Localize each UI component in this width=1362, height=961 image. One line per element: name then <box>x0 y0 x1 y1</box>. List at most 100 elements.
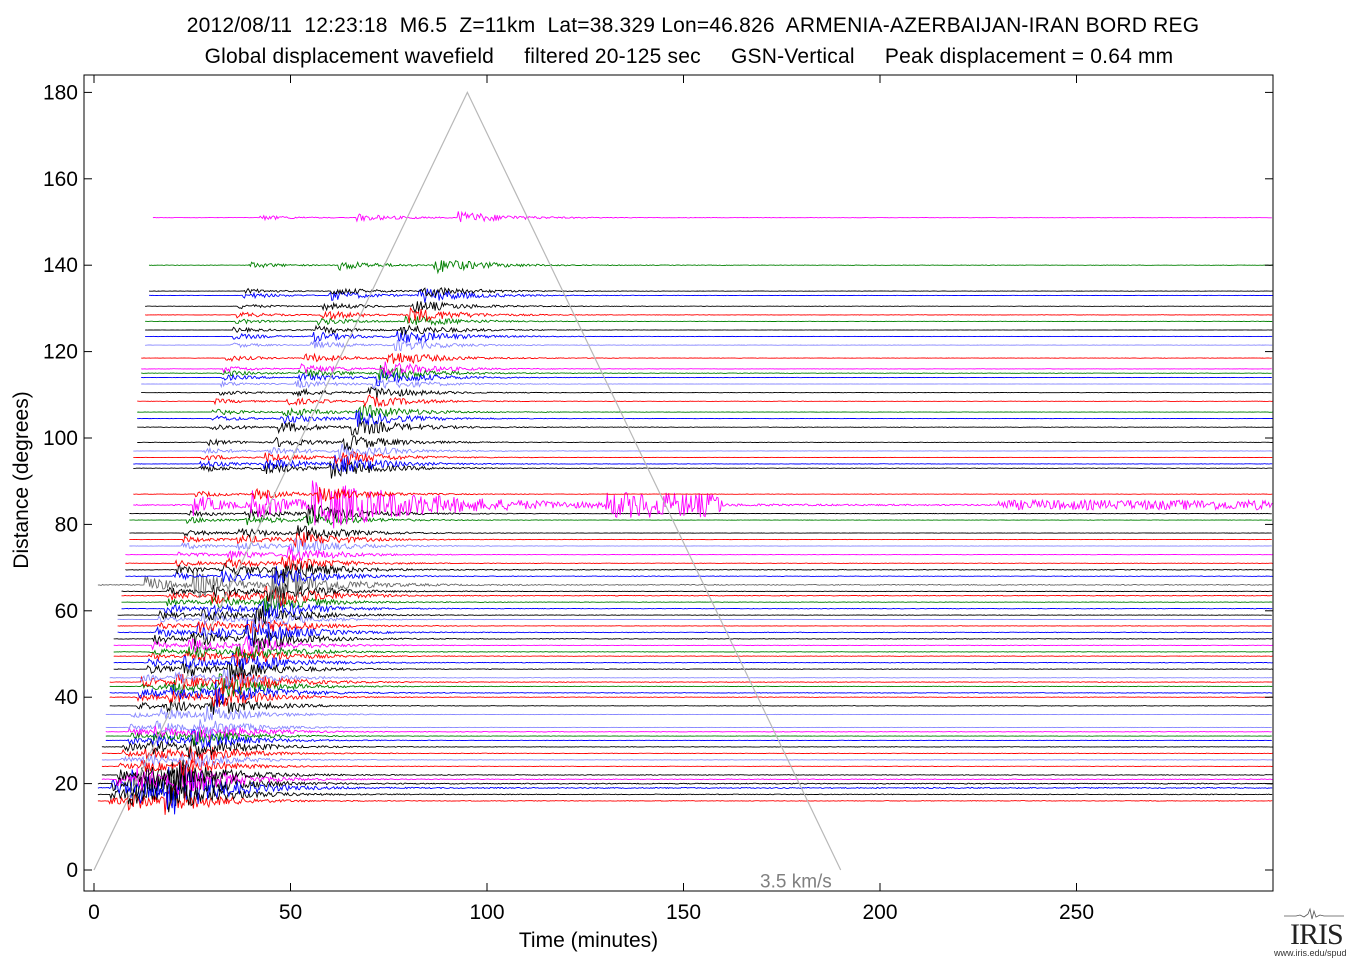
seismic-trace <box>113 652 1273 671</box>
seismic-trace <box>145 324 1273 336</box>
seismic-trace <box>101 751 1273 770</box>
seismic-trace <box>109 668 1273 688</box>
seismic-trace <box>121 594 1273 612</box>
seismic-trace <box>133 461 1273 479</box>
seismic-trace <box>133 450 1273 466</box>
seismic-trace <box>105 704 1272 722</box>
seismic-trace <box>137 418 1273 436</box>
seismic-trace <box>145 301 1273 314</box>
y-tick-label: 0 <box>66 859 78 882</box>
seismic-trace <box>105 719 1272 735</box>
seismic-trace <box>105 724 1272 743</box>
seismic-trace <box>133 487 1273 503</box>
seismic-trace <box>137 409 1273 427</box>
seismic-trace <box>105 728 1272 745</box>
seismic-trace <box>148 260 1273 275</box>
x-axis-label: Time (minutes) <box>519 929 658 952</box>
seismic-trace <box>113 624 1273 649</box>
seismic-trace <box>101 746 1273 764</box>
x-tick-label: 0 <box>88 901 100 924</box>
plot-frame <box>83 74 1274 892</box>
seismic-trace <box>97 567 1273 607</box>
seismic-trace <box>141 361 1272 377</box>
seismic-trace <box>97 776 1273 813</box>
iris-logo: IRIS www.iris.edu/spud <box>1274 906 1354 958</box>
seismic-trace <box>125 561 1273 582</box>
x-tick-label: 200 <box>862 901 897 924</box>
seismic-trace <box>141 352 1272 365</box>
y-axis-label: Distance (degrees) <box>10 391 33 568</box>
seismic-trace <box>121 582 1273 603</box>
seismic-trace <box>145 329 1273 343</box>
seismic-trace <box>113 643 1273 659</box>
seismic-trace <box>101 736 1273 759</box>
seismic-trace <box>137 404 1273 422</box>
seismic-trace <box>125 545 1273 562</box>
seismic-trace <box>148 286 1273 298</box>
seismic-trace <box>113 659 1273 681</box>
seismic-trace <box>145 339 1273 352</box>
seismic-trace <box>101 759 1273 777</box>
seismic-trace <box>97 761 1273 804</box>
seismic-trace <box>121 585 1273 607</box>
seismic-trace <box>109 679 1273 708</box>
y-tick-label: 60 <box>55 600 78 623</box>
seismic-trace <box>101 762 1273 796</box>
seismic-trace <box>144 306 1273 324</box>
y-tick-label: 160 <box>43 168 78 191</box>
seismic-trace <box>129 525 1272 541</box>
chart-title: 2012/08/11 12:23:18 M6.5 Z=11km Lat=38.3… <box>186 14 1200 37</box>
seismic-trace <box>141 386 1272 398</box>
seismic-trace <box>97 786 1273 815</box>
seismogram-icon <box>1284 907 1344 920</box>
seismic-trace <box>101 759 1273 790</box>
logo-text: IRIS <box>1290 918 1344 951</box>
seismic-trace <box>129 537 1272 554</box>
traces-layer <box>97 210 1273 815</box>
seismic-trace <box>141 378 1272 389</box>
seismic-trace <box>133 454 1273 473</box>
seismic-trace <box>133 443 1273 460</box>
seismic-trace <box>141 369 1272 387</box>
seismic-trace <box>137 434 1273 451</box>
x-tick-label: 50 <box>279 901 302 924</box>
y-tick-label: 120 <box>43 341 78 364</box>
y-tick-label: 100 <box>43 427 78 450</box>
seismic-trace <box>121 599 1273 619</box>
y-tick-label: 80 <box>55 513 78 536</box>
x-axis-ticks: 0 50 100 150 200 250 <box>88 75 1094 924</box>
seismic-trace <box>109 697 1273 715</box>
seismic-trace <box>109 686 1273 708</box>
logo-url: www.iris.edu/spud <box>1274 948 1347 958</box>
seismic-trace <box>117 619 1272 647</box>
seismic-trace <box>117 616 1272 634</box>
seismic-trace <box>133 480 1273 529</box>
seismic-trace <box>129 531 1272 549</box>
velocity-annotation: 3.5 km/s <box>760 872 832 893</box>
y-tick-label: 140 <box>43 254 78 277</box>
y-tick-label: 40 <box>55 686 78 709</box>
y-tick-label: 20 <box>55 773 78 796</box>
x-tick-label: 250 <box>1059 901 1094 924</box>
seismic-trace <box>117 605 1272 626</box>
y-tick-label: 180 <box>43 81 78 104</box>
seismic-trace <box>145 315 1273 327</box>
seismic-trace <box>113 635 1273 655</box>
y-axis-ticks: 0 20 40 60 80 100 120 140 160 180 <box>43 81 1273 882</box>
x-tick-label: 100 <box>469 901 504 924</box>
seismic-trace <box>97 766 1273 815</box>
seismic-trace <box>117 611 1272 628</box>
seismic-trace <box>152 210 1272 223</box>
seismic-trace <box>109 673 1273 697</box>
seismic-trace <box>141 365 1272 381</box>
x-tick-label: 150 <box>666 901 701 924</box>
chart-subtitle: Global displacement wavefield filtered 2… <box>204 45 1174 68</box>
seismic-trace <box>109 672 1273 695</box>
seismic-trace <box>129 513 1272 526</box>
seismic-trace <box>149 288 1273 303</box>
seismic-trace <box>125 554 1273 571</box>
seismic-trace <box>137 394 1273 408</box>
velocity-reference-line <box>93 91 842 871</box>
seismic-trace <box>105 728 1272 749</box>
